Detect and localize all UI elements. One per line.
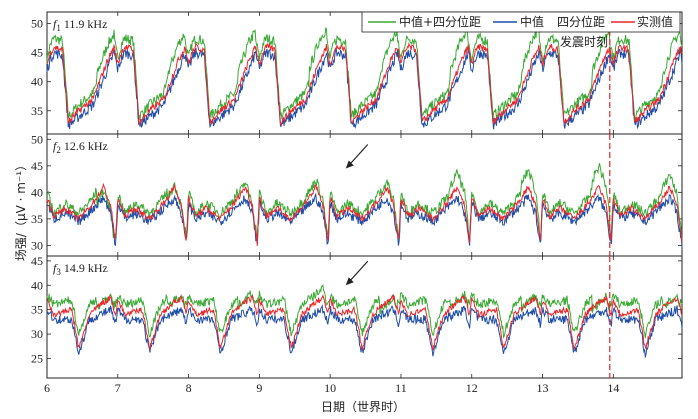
legend-label-observed: 实测值 <box>637 14 673 29</box>
x-axis-title: 日期（世界时） <box>321 400 405 414</box>
legend-label-upper: 中值+四分位距 <box>399 14 481 29</box>
x-tick-label: 7 <box>115 381 121 395</box>
panel-label: f2 12.6 kHz <box>53 139 108 155</box>
event-label: 发震时刻 <box>560 34 608 49</box>
annotation-arrow-head <box>345 160 354 169</box>
x-tick-label: 13 <box>537 381 549 395</box>
y-tick-label: 35 <box>31 303 43 317</box>
y-tick-label: 45 <box>31 46 43 60</box>
annotation-arrow-head <box>345 277 354 286</box>
panel-label: f1 11.9 kHz <box>53 17 107 33</box>
y-tick-label: 45 <box>31 159 43 173</box>
x-tick-label: 11 <box>395 381 407 395</box>
series-observed-line <box>46 293 683 351</box>
x-tick-label: 14 <box>607 381 619 395</box>
annotation-arrow <box>348 144 369 166</box>
y-tick-label: 40 <box>31 278 43 292</box>
panel-frame <box>46 133 683 257</box>
y-tick-label: 35 <box>31 212 43 226</box>
y-tick-label: 40 <box>31 185 43 199</box>
legend-label-iqr: 四分位距 <box>557 14 605 29</box>
y-tick-label: 25 <box>31 351 43 365</box>
series-upper-line <box>46 163 683 245</box>
y-tick-label: 45 <box>31 254 43 268</box>
annotation-arrow <box>348 260 369 283</box>
y-tick-label: 30 <box>31 327 43 341</box>
panels: 35 40 45 50 f1 11.9 kHz 30 35 40 45 50 f2 12.6 kHz… <box>31 11 683 395</box>
x-tick-label: 12 <box>466 381 478 395</box>
y-tick-label: 40 <box>31 75 43 89</box>
x-tick-label: 8 <box>186 381 192 395</box>
y-axis-title: 场强/（μV · m⁻¹） <box>14 159 28 261</box>
series-median-line <box>46 47 683 130</box>
legend-label-median: 中值 <box>520 14 544 29</box>
legend-box <box>361 11 681 33</box>
panel-2: 30 35 40 45 50 f2 12.6 kHz <box>31 132 683 257</box>
x-tick-label: 10 <box>324 381 336 395</box>
panel-frame <box>46 255 683 379</box>
y-tick-label: 35 <box>31 104 43 118</box>
x-tick-label: 9 <box>256 381 262 395</box>
y-tick-label: 50 <box>31 17 43 31</box>
series-median-line <box>46 192 683 248</box>
panel-label: f3 14.9 kHz <box>53 261 108 277</box>
series-observed-line <box>46 41 683 127</box>
series-median-line <box>47 304 683 358</box>
series-observed-line <box>46 182 683 246</box>
panel-3: 25 30 35 40 45 f3 14.9 kHz <box>31 254 683 379</box>
y-tick-label: 30 <box>31 238 43 252</box>
legend: 中值+四分位距 中值 四分位距 实测值 <box>361 11 681 33</box>
x-tick-label: 6 <box>44 381 50 395</box>
y-tick-label: 50 <box>31 132 43 146</box>
series-upper-line <box>46 283 683 339</box>
